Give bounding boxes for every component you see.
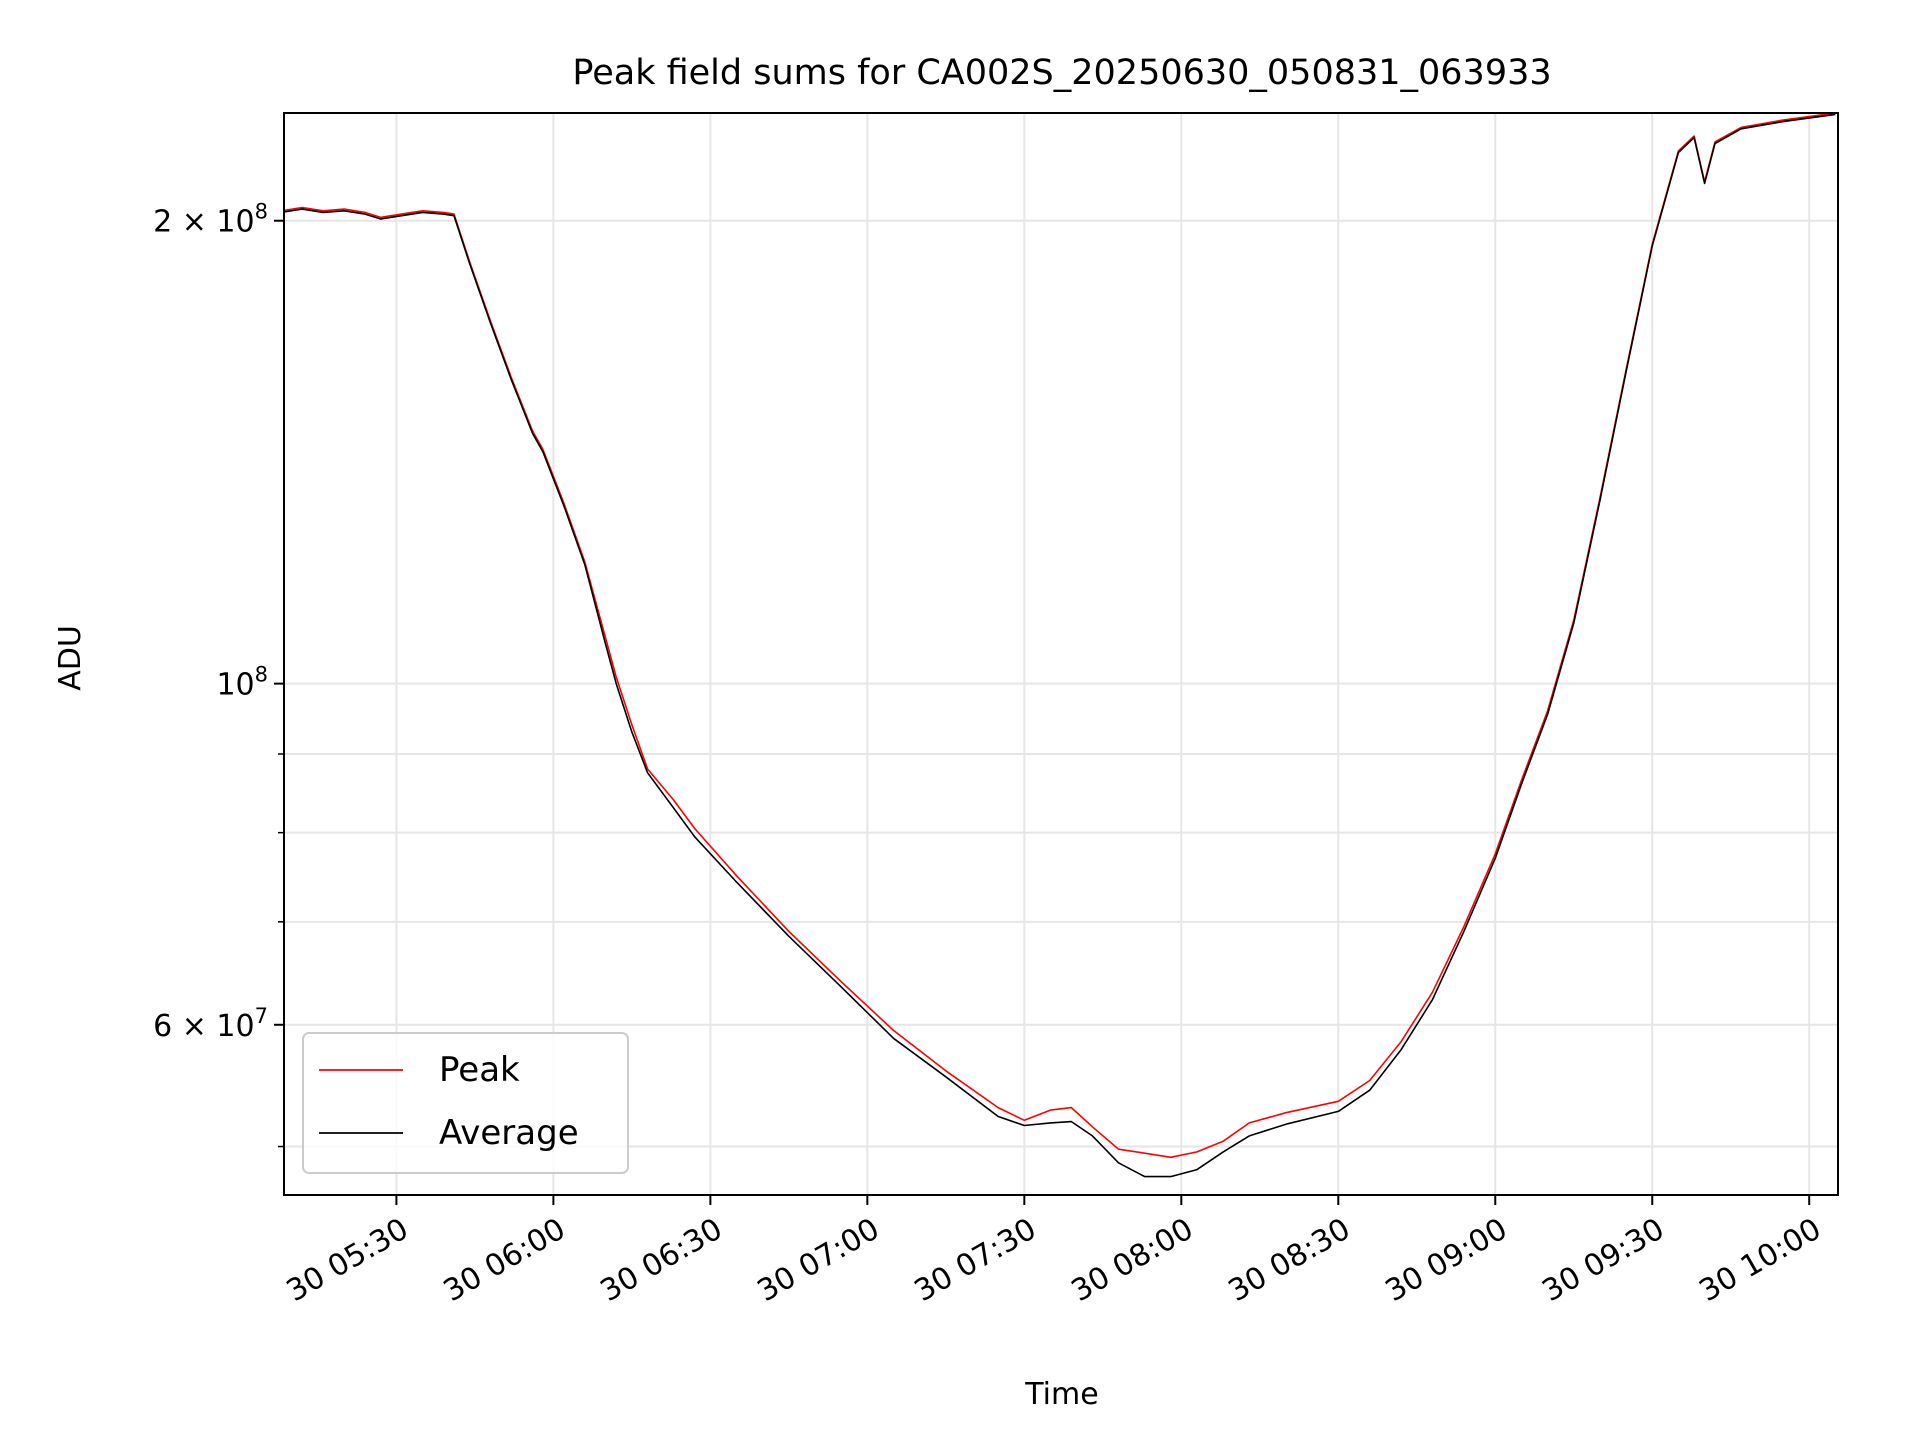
axes-frame [283,112,1839,1196]
y-tick-label: 108 [216,663,268,703]
y-tick-label: 6 × 107 [153,1004,268,1044]
legend-label-peak: Peak [439,1050,520,1090]
grid [284,113,1838,1195]
legend-box [302,1032,629,1174]
y-tick-label: 2 × 108 [153,200,268,240]
legend: Peak Average [302,1032,629,1174]
chart-title: Peak field sums for CA002S_20250630_0508… [572,53,1551,93]
plot-area [284,113,1838,1195]
legend-label-average: Average [439,1113,579,1153]
y-axis: 6 × 107 108 2 × 108 [153,200,284,1148]
series-layer [284,113,1836,1178]
x-axis-label: Time [1024,1377,1098,1412]
y-axis-label: ADU [53,625,88,691]
series-line-average [284,113,1836,1178]
